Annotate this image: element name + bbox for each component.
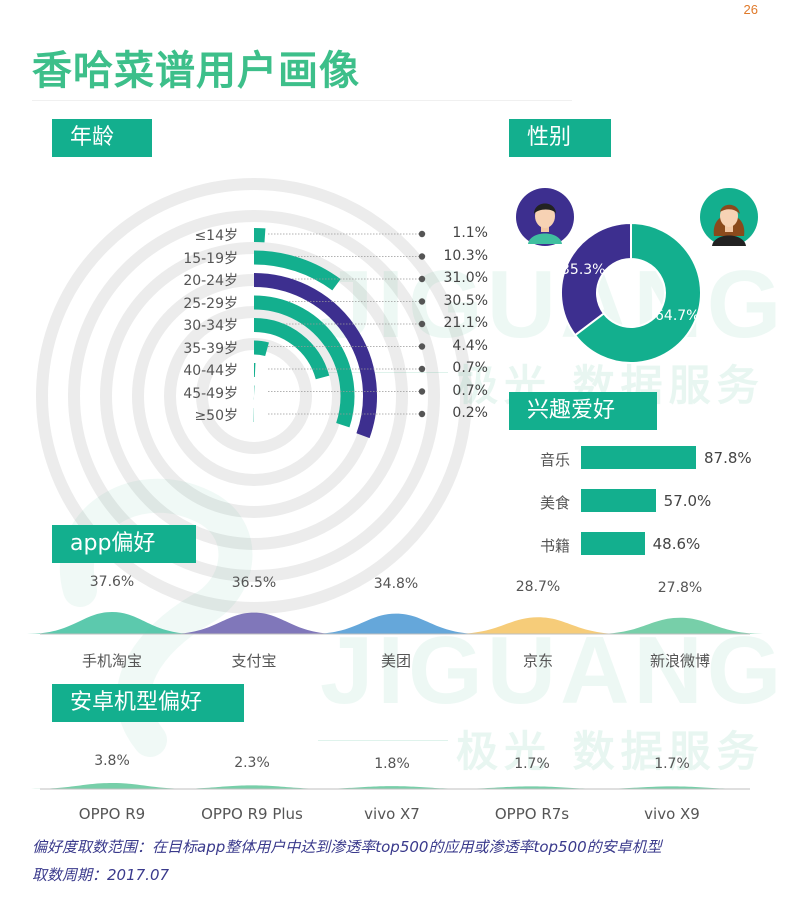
age-leader-dot (418, 275, 426, 283)
app-name-label: 新浪微博 (649, 652, 710, 670)
interest-category-label: 书籍 (539, 537, 570, 555)
phone-name-label: OPPO R9 (78, 805, 146, 823)
age-value-label: 31.0% (443, 270, 488, 286)
age-category-label: 25-29岁 (183, 295, 238, 312)
app-name-label: 手机淘宝 (81, 652, 142, 670)
interest-value-label: 48.6% (652, 535, 701, 553)
age-category-label: 40-44岁 (183, 363, 238, 379)
app-value-label: 37.6% (89, 574, 135, 590)
app-name-label: 京东 (522, 652, 553, 670)
app-value-label: 28.7% (515, 579, 561, 596)
interest-category-label: 美食 (539, 494, 570, 512)
age-category-label: 15-19岁 (183, 250, 238, 267)
age-category-label: 20-24岁 (183, 273, 238, 289)
age-value-label: 0.7% (452, 360, 488, 376)
age-arc-bar (253, 250, 341, 291)
age-leader-dot (418, 298, 426, 305)
age-value-label: 30.5% (443, 292, 488, 309)
app-curve (311, 613, 481, 634)
watermark-divider-bottom (318, 740, 448, 741)
section-header-app: app偏好 (52, 525, 196, 563)
age-leader-dot (418, 365, 426, 373)
gender-slice-label-male: 35.3% (561, 262, 606, 278)
phone-value-label: 2.3% (234, 755, 270, 772)
app-curve (169, 612, 339, 634)
phone-value-label: 1.7% (654, 756, 690, 773)
age-value-label: 1.1% (452, 225, 488, 241)
watermark-text-bottom: JIGUANG (320, 617, 786, 724)
age-leader-dot (418, 388, 426, 395)
phone-name-label: vivo X7 (364, 805, 420, 823)
age-category-label: 45-49岁 (183, 385, 238, 402)
age-category-label: 30-34岁 (183, 318, 238, 334)
age-leader-dot (418, 410, 426, 418)
age-category-label: 35-39岁 (183, 340, 238, 357)
page-title: 香哈菜谱用户画像 (32, 48, 360, 94)
phone-curve (587, 786, 757, 789)
phone-name-label: vivo X9 (644, 805, 700, 823)
age-value-label: 4.4% (452, 337, 488, 354)
age-arc-bar (253, 340, 269, 357)
note-period: 取数周期：2017.07 (32, 866, 170, 884)
age-leader-dot (418, 253, 426, 260)
age-value-label: 21.1% (443, 315, 488, 331)
age-leader-dot (418, 320, 426, 328)
phone-name-label: OPPO R9 Plus (201, 805, 303, 823)
section-header-gender: 性别 (509, 119, 611, 157)
note-scope: 偏好度取数范围：在目标app整体用户中达到渗透率top500的应用或渗透率top… (32, 838, 662, 856)
interest-bar (581, 532, 645, 555)
section-header-age: 年龄 (52, 119, 152, 157)
app-curve (27, 612, 197, 634)
age-category-label: ≤14岁 (194, 228, 238, 244)
section-header-phone: 安卓机型偏好 (52, 684, 244, 722)
gender-donut-slice (560, 221, 632, 337)
watermark-divider-top (318, 372, 448, 373)
age-arc-bar (253, 273, 377, 439)
phone-curve (447, 786, 617, 789)
age-value-label: 10.3% (443, 247, 488, 264)
page-number: 26 (743, 2, 758, 17)
phone-value-label: 3.8% (94, 753, 130, 769)
phone-curve (307, 786, 477, 789)
interest-bar (581, 446, 696, 469)
gender-slice-label-female: 64.7% (655, 308, 700, 324)
title-divider (32, 100, 572, 101)
age-arc-bar (253, 295, 355, 428)
interest-category-label: 音乐 (539, 451, 570, 469)
phone-curve (167, 785, 337, 789)
age-arc-bar (253, 318, 330, 380)
watermark-text-top: JIGUANG (320, 251, 786, 358)
app-name-label: 支付宝 (231, 652, 277, 670)
age-value-label: 0.7% (452, 382, 488, 399)
app-curve (453, 617, 623, 634)
age-leader-dot (418, 343, 426, 350)
interest-value-label: 57.0% (663, 492, 712, 510)
watermark-chinese-bottom: 极光 数据服务 (456, 727, 765, 776)
app-value-label: 34.8% (373, 575, 419, 592)
interest-value-label: 87.8% (704, 449, 752, 467)
phone-curve (27, 783, 197, 789)
age-value-label: 0.2% (452, 405, 488, 421)
app-value-label: 27.8% (657, 579, 703, 596)
female-avatar-icon (700, 188, 758, 246)
phone-value-label: 1.7% (514, 756, 550, 773)
gender-donut-slice (573, 221, 702, 364)
section-header-interest: 兴趣爱好 (509, 392, 657, 430)
app-value-label: 36.5% (231, 574, 277, 591)
app-curve (595, 617, 765, 634)
age-category-label: ≥50岁 (194, 408, 238, 424)
interest-bar (581, 489, 656, 512)
app-name-label: 美团 (380, 652, 411, 670)
age-leader-dot (418, 230, 426, 238)
male-avatar-icon (516, 188, 574, 246)
phone-value-label: 1.8% (374, 756, 410, 773)
phone-name-label: OPPO R7s (494, 805, 570, 823)
